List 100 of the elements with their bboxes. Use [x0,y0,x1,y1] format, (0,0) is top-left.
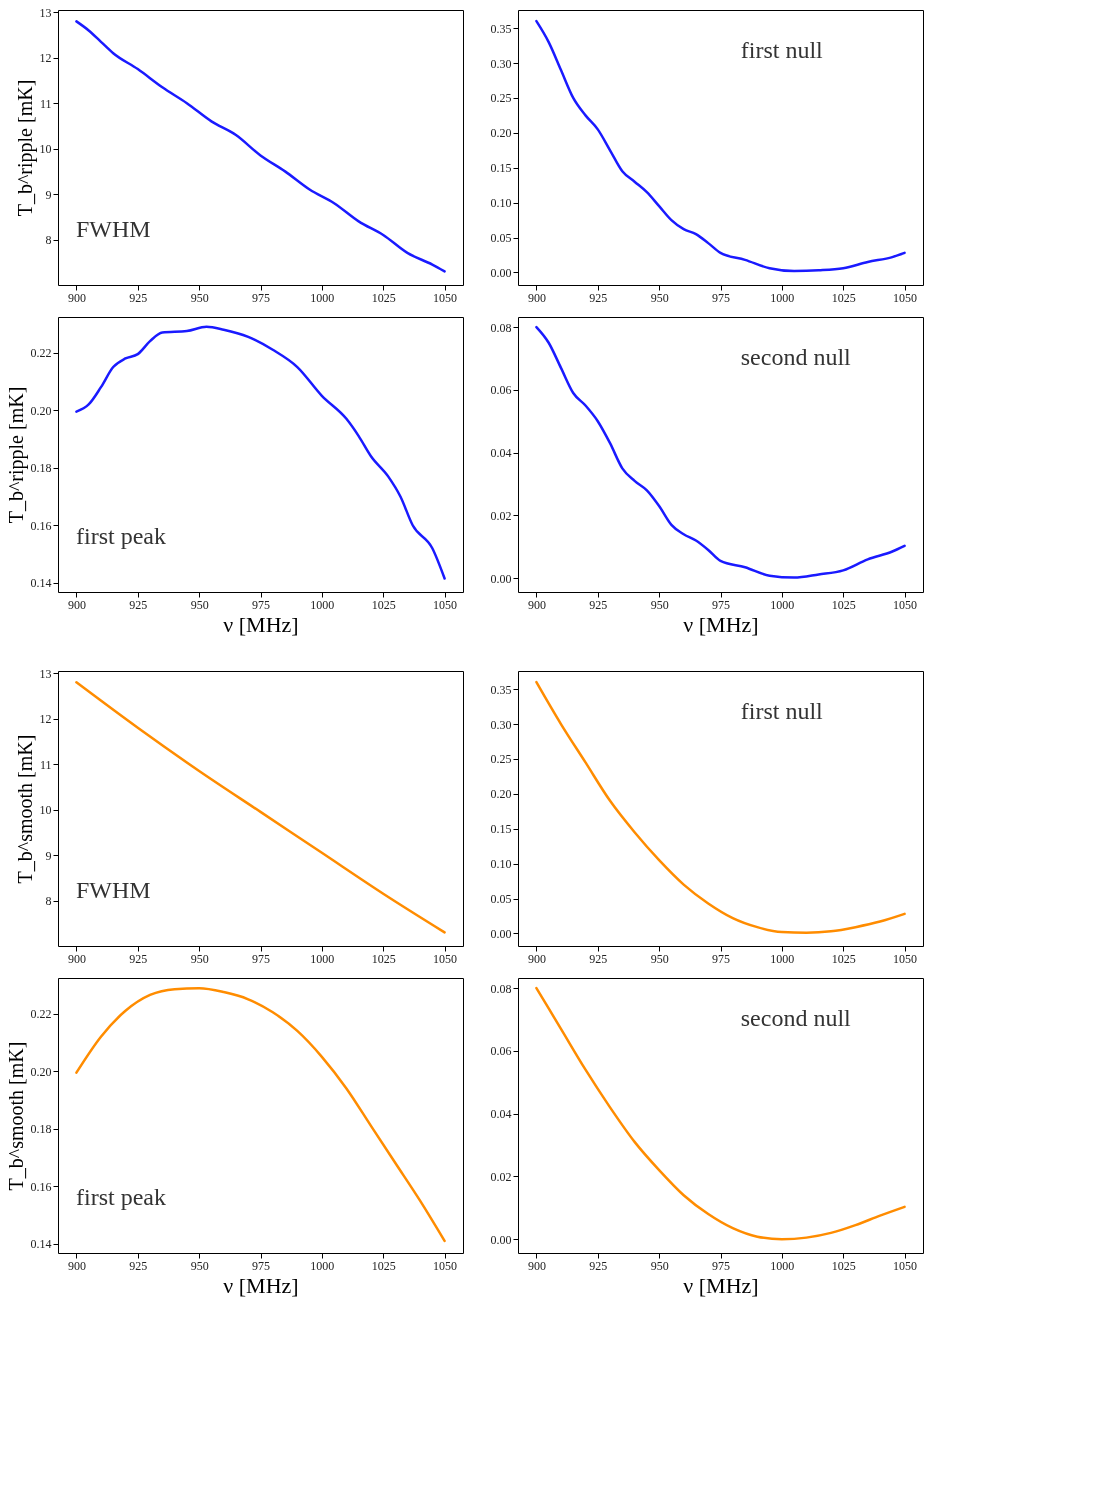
x-tick-label: 925 [589,290,608,305]
x-tick-label: 1000 [310,1258,335,1273]
line-series [535,325,906,579]
line-series [535,19,906,273]
x-tick-label: 950 [650,951,669,966]
y-axis-title: T_b^smooth [mK] [13,734,36,884]
y-tick-label: 12 [39,51,52,66]
annotation: first peak [76,1184,166,1210]
x-tick-label: 1025 [831,1258,856,1273]
annotation: FWHM [76,216,151,242]
x-tick-label: 900 [67,290,86,305]
y-tick-label: 0.00 [490,265,512,280]
x-tick-label: 1050 [893,290,918,305]
x-tick-label: 900 [527,597,546,612]
x-tick-label: 975 [712,1258,730,1273]
x-axis-title: ν [MHz] [683,1272,759,1298]
y-tick-label: 0.30 [490,717,512,732]
annotation: first peak [76,523,166,549]
x-tick-label: 1025 [831,290,856,305]
y-tick-label: 0.05 [490,231,512,246]
x-tick-label: 925 [129,951,148,966]
y-tick-label: 0.05 [490,892,512,907]
y-tick-label: 0.04 [490,446,512,461]
x-tick-label: 1050 [433,597,458,612]
annotation: FWHM [76,877,151,903]
y-tick-label: 13 [39,666,52,681]
y-tick-label: 0.30 [490,56,512,71]
line-series [535,680,906,934]
y-tick-label: 0.06 [490,383,512,398]
x-axis-title: ν [MHz] [223,611,299,637]
y-tick-label: 0.25 [490,91,512,106]
y-tick-label: 12 [39,712,52,727]
y-axis-title: T_b^ripple [mK] [4,386,28,524]
x-tick-label: 925 [589,1258,608,1273]
y-tick-label: 0.16 [30,1179,52,1194]
x-tick-label: 1025 [371,290,396,305]
y-tick-label: 0.35 [490,682,512,697]
x-tick-label: 925 [589,951,608,966]
line-series [75,20,446,273]
x-tick-label: 1025 [371,597,396,612]
x-tick-label: 1000 [310,597,335,612]
y-tick-label: 8 [45,894,52,909]
x-tick-label: 925 [129,290,148,305]
x-tick-label: 925 [589,597,608,612]
annotation: first null [740,698,824,725]
x-tick-label: 1000 [310,951,335,966]
x-tick-label: 1000 [770,290,795,305]
y-tick-label: 0.10 [490,196,512,211]
annotation: first null [740,37,824,64]
x-tick-label: 1025 [371,951,396,966]
x-tick-label: 975 [252,597,270,612]
y-tick-label: 0.02 [490,1169,512,1184]
y-tick-label: 0.00 [490,926,512,941]
x-tick-label: 1050 [433,1258,458,1273]
x-tick-label: 1000 [310,290,335,305]
y-tick-label: 0.02 [490,508,512,523]
annotation: second null [740,1005,852,1032]
y-tick-label: 0.04 [490,1107,512,1122]
x-tick-label: 1000 [770,951,795,966]
y-tick-label: 0.00 [490,571,512,586]
x-tick-label: 900 [527,1258,546,1273]
y-tick-label: 8 [45,233,52,248]
x-tick-label: 975 [252,1258,270,1273]
x-axis-title: ν [MHz] [683,611,759,637]
x-tick-label: 925 [129,1258,148,1273]
y-axis-title: T_b^ripple [mK] [13,79,37,217]
x-tick-label: 975 [712,290,730,305]
y-tick-label: 0.20 [30,403,52,418]
y-tick-label: 9 [45,848,52,863]
y-tick-label: 0.15 [490,161,512,176]
x-tick-label: 950 [190,1258,209,1273]
y-tick-label: 0.06 [490,1044,512,1059]
annotation: second null [740,344,852,371]
x-tick-label: 1025 [371,1258,396,1273]
y-tick-label: 0.16 [30,518,52,533]
y-tick-label: 0.08 [490,320,512,335]
y-tick-label: 0.14 [30,576,52,591]
y-tick-label: 13 [39,5,52,20]
x-tick-label: 900 [67,597,86,612]
x-tick-label: 1025 [831,951,856,966]
y-axis-title: T_b^smooth [mK] [4,1041,27,1191]
x-tick-label: 1050 [433,951,458,966]
line-series [75,681,446,934]
x-tick-label: 925 [129,597,148,612]
x-tick-label: 1050 [893,597,918,612]
x-tick-label: 950 [650,290,669,305]
y-tick-label: 0.14 [30,1237,52,1252]
y-tick-label: 11 [39,96,52,111]
y-tick-label: 0.10 [490,857,512,872]
y-tick-label: 0.08 [490,981,512,996]
x-tick-label: 975 [712,951,730,966]
y-tick-label: 10 [39,803,52,818]
y-tick-label: 0.18 [30,1122,52,1137]
y-tick-label: 0.25 [490,752,512,767]
x-tick-label: 975 [252,951,270,966]
x-tick-label: 1050 [893,951,918,966]
line-series [535,986,906,1241]
x-tick-label: 975 [252,290,270,305]
y-tick-label: 0.00 [490,1232,512,1247]
x-tick-label: 900 [527,951,546,966]
